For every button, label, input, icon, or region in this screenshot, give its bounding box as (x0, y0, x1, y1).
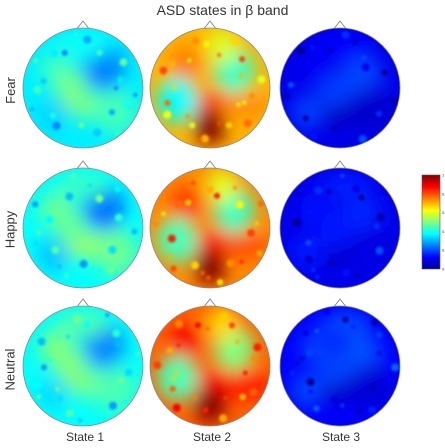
head-outline (22, 167, 144, 289)
topomap-happy-state-3 (279, 160, 401, 289)
head-outline (279, 27, 401, 149)
colorbar-tick-label: 0.2 (442, 248, 445, 253)
colorbar-tick-label: 0.6 (442, 210, 445, 215)
column-label-state-1: State 1 (65, 430, 105, 444)
column-label-state-2: State 2 (192, 430, 232, 444)
figure-title: ASD states in β band (156, 2, 289, 18)
colorbar: 1 0.8 0.6 0.4 0.2 0 (421, 173, 445, 272)
colorbar-tick-label: 0.8 (442, 191, 445, 196)
topomap-neutral-state-2 (149, 298, 271, 427)
row-label-neutral: Neutral (2, 348, 18, 390)
colorbar-tick-label: 0.4 (442, 229, 445, 234)
head-outline (22, 305, 144, 427)
column-label-state-3: State 3 (321, 430, 361, 444)
row-label-fear: Fear (2, 76, 18, 104)
head-outline (22, 27, 144, 149)
topomap-happy-state-2 (149, 160, 271, 289)
topomap-happy-state-1 (22, 160, 144, 289)
head-outline (279, 305, 401, 427)
colorbar-tick-label: 0 (442, 267, 445, 272)
row-label-happy: Happy (2, 210, 18, 248)
topomap-neutral-state-1 (22, 298, 144, 427)
topomap-fear-state-2 (149, 20, 271, 149)
topomap-fear-state-3 (279, 20, 401, 149)
colorbar-tick-label: 1 (442, 173, 445, 178)
head-outline (149, 27, 271, 149)
head-outline (279, 167, 401, 289)
colorbar-gradient (421, 174, 441, 270)
head-outline (149, 305, 271, 427)
topomap-neutral-state-3 (279, 298, 401, 427)
topomap-fear-state-1 (22, 20, 144, 149)
head-outline (149, 167, 271, 289)
